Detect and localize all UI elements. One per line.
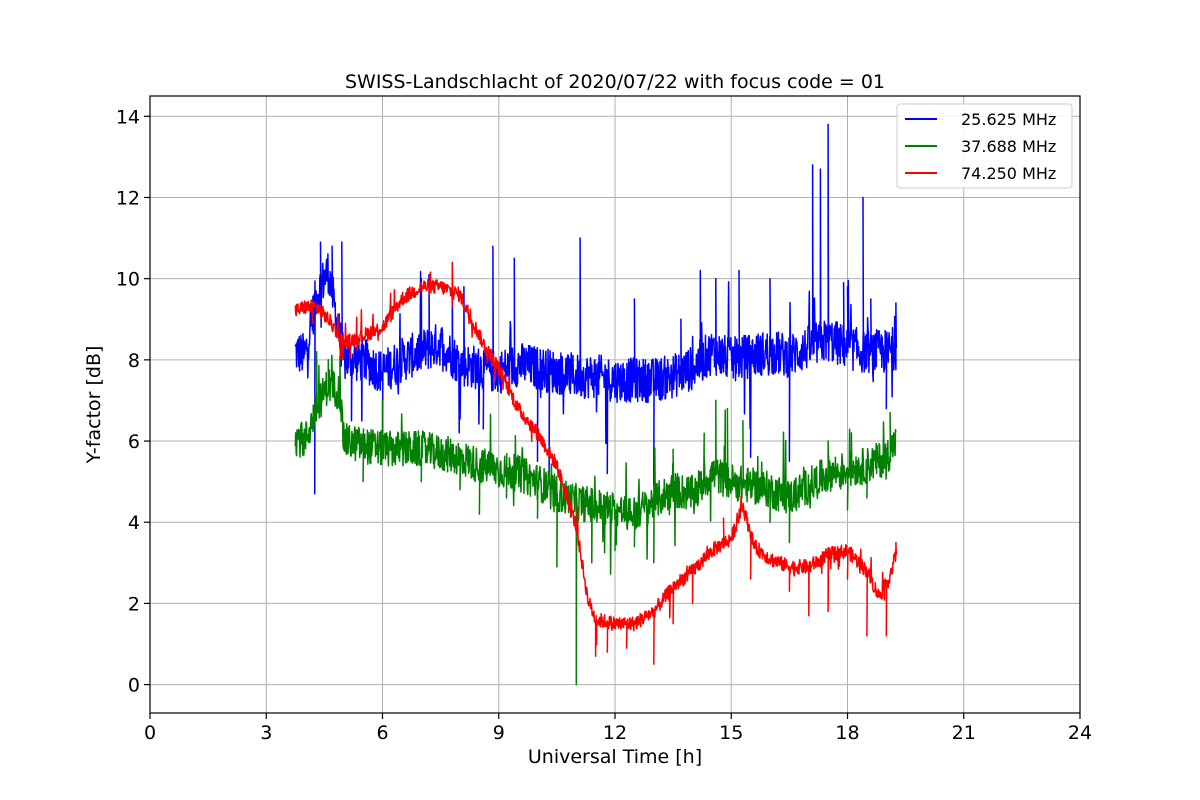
series-line-3 [294, 261, 898, 666]
y-tick-label: 6 [128, 431, 140, 453]
y-tick-label: 0 [128, 675, 140, 697]
series-lines [294, 123, 898, 686]
legend-entry: 25.625 MHz [961, 110, 1056, 129]
x-tick-label: 18 [835, 722, 859, 744]
legend-box [896, 103, 1073, 189]
x-tick-label: 15 [719, 722, 743, 744]
x-tick-label: 3 [260, 722, 272, 744]
y-axis-label: Y-factor [dB] [83, 346, 105, 465]
y-tick-label: 12 [116, 187, 140, 209]
x-axis-label: Universal Time [h] [528, 746, 702, 768]
x-tick-label: 24 [1068, 722, 1092, 744]
series-line-1 [294, 123, 898, 495]
y-tick-label: 10 [116, 269, 140, 291]
y-tick-label: 2 [128, 593, 140, 615]
grid-lines [149, 96, 1081, 713]
y-tick-label: 4 [128, 512, 140, 534]
y-tick-label: 14 [116, 106, 140, 128]
series-line-2 [294, 350, 897, 686]
x-tick-label: 12 [603, 722, 627, 744]
x-tick-label: 0 [144, 722, 156, 744]
y-tick-label: 8 [128, 350, 140, 372]
chart-title: SWISS-Landschlacht of 2020/07/22 with fo… [345, 71, 885, 93]
x-tick-label: 21 [952, 722, 976, 744]
x-tick-label: 6 [376, 722, 388, 744]
legend-entry: 37.688 MHz [961, 137, 1056, 156]
legend: 25.625 MHz 37.688 MHz 74.250 MHz [896, 103, 1073, 189]
x-tick-label: 9 [493, 722, 505, 744]
legend-entry: 74.250 MHz [961, 164, 1056, 183]
